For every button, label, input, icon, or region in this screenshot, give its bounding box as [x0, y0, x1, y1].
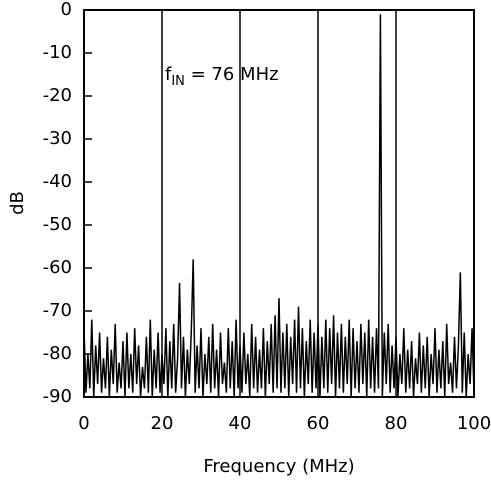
y-tick-label: -20	[43, 85, 72, 106]
y-tick-label: -10	[43, 42, 72, 63]
y-tick-label: -90	[43, 386, 72, 407]
annotation-rest: = 76 MHz	[185, 64, 279, 85]
x-tick-label: 40	[229, 413, 252, 434]
y-tick-label: -70	[43, 300, 72, 321]
annotation: fIN = 76 MHz	[165, 64, 279, 89]
annotation-sub: IN	[171, 74, 185, 89]
y-axis-label: dB	[7, 191, 28, 215]
x-tick-label: 80	[385, 413, 408, 434]
spectrum-line	[83, 14, 475, 398]
y-tick-label: -50	[43, 214, 72, 235]
y-tick-label: 0	[61, 0, 72, 20]
y-tick-label: -40	[43, 171, 72, 192]
annotation-base: f	[165, 64, 172, 85]
x-tick-label: 60	[307, 413, 330, 434]
x-axis-label: Frequency (MHz)	[203, 456, 354, 477]
y-tick-label: -80	[43, 343, 72, 364]
plot-frame	[83, 9, 475, 398]
y-tick-label: -60	[43, 257, 72, 278]
x-tick-label: 100	[457, 413, 491, 434]
x-tick-label: 0	[78, 413, 89, 434]
x-tick-label: 20	[151, 413, 174, 434]
y-tick-label: -30	[43, 128, 72, 149]
